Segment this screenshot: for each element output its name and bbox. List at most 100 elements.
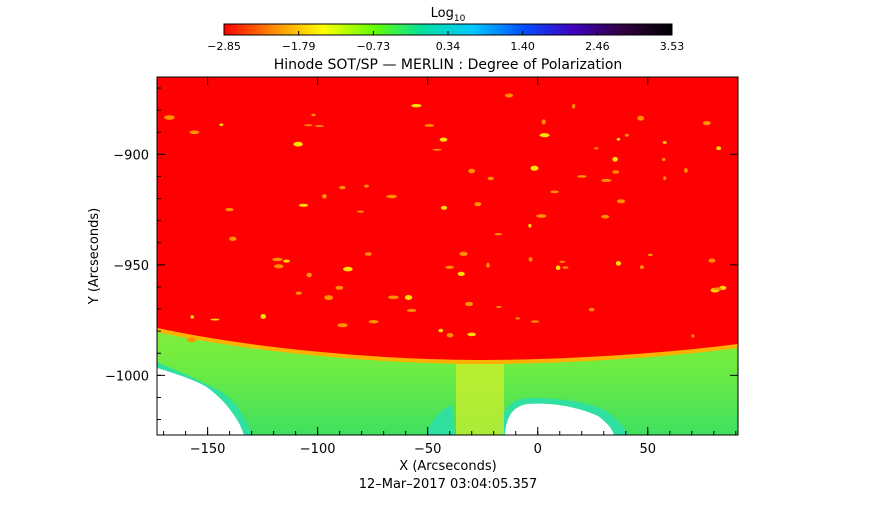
speckle: [404, 295, 413, 300]
speckle: [219, 123, 224, 126]
speckle: [441, 205, 447, 210]
speckle: [528, 257, 533, 262]
speckle: [559, 260, 566, 263]
speckle: [530, 165, 539, 171]
speckle: [229, 236, 237, 241]
speckle: [496, 306, 502, 308]
speckle: [210, 318, 220, 321]
speckle: [588, 307, 595, 312]
speckle: [273, 264, 284, 269]
speckle: [612, 156, 618, 162]
colorbar-tick-label: 1.40: [510, 40, 535, 53]
speckle: [555, 265, 561, 271]
x-axis-label: X (Arcseconds): [399, 459, 496, 474]
speckle: [189, 130, 200, 135]
speckle: [293, 141, 303, 147]
off-disk-band: [456, 362, 504, 435]
x-tick-label: −50: [414, 442, 441, 457]
speckle: [616, 199, 626, 204]
chart-title: Hinode SOT/SP — MERLIN : Degree of Polar…: [274, 57, 623, 73]
colorbar: Log10 −2.85 −1.79 −0.73 0.34 1.40 2.46 3.53: [207, 6, 684, 53]
timestamp: 12–Mar–2017 03:04:05.357: [359, 477, 538, 492]
plot-frame: [156, 76, 739, 436]
speckle: [494, 233, 503, 236]
speckle: [357, 210, 364, 213]
speckle: [713, 287, 723, 291]
speckle: [572, 104, 576, 109]
off-disk-fringe-mid-left: [425, 405, 455, 435]
speckle: [601, 214, 610, 219]
speckle: [272, 257, 283, 262]
speckle: [504, 93, 514, 98]
speckle: [324, 295, 333, 301]
speckle: [536, 214, 547, 218]
speckle: [624, 133, 630, 137]
speckle: [647, 253, 653, 257]
speckle: [612, 170, 620, 174]
speckle: [691, 334, 695, 338]
speckle: [186, 337, 197, 343]
x-tick-label: −150: [190, 442, 226, 457]
speckle: [541, 119, 546, 125]
speckle: [311, 113, 316, 117]
speckle: [164, 115, 175, 120]
speckle: [424, 124, 435, 127]
speckle: [388, 295, 399, 300]
speckle: [637, 115, 645, 121]
on-disk-speckles: [164, 93, 727, 343]
speckle: [304, 124, 313, 127]
speckle: [702, 121, 711, 126]
colorbar-label-sub: 10: [454, 14, 466, 24]
colorbar-tick-label: 3.53: [660, 40, 685, 53]
speckle: [615, 261, 622, 266]
speckle: [487, 176, 494, 181]
speckle: [386, 194, 397, 199]
y-tick-label: −900: [113, 148, 149, 163]
speckle: [190, 315, 194, 319]
speckle: [616, 137, 621, 141]
speckle: [515, 317, 520, 320]
speckle: [468, 168, 476, 174]
speckle: [640, 265, 644, 269]
speckle: [339, 185, 346, 190]
speckle: [601, 178, 612, 182]
speckle: [716, 146, 722, 151]
speckle: [708, 258, 716, 263]
speckle: [439, 137, 448, 142]
colorbar-tick-label: 0.34: [436, 40, 461, 53]
colorbar-label: Log10: [431, 6, 466, 24]
speckle: [486, 262, 490, 268]
speckle: [260, 314, 266, 319]
speckle: [530, 320, 540, 323]
speckle: [298, 203, 309, 207]
on-disk-region: [157, 77, 738, 362]
speckle: [467, 332, 477, 337]
speckle: [446, 333, 454, 338]
speckle: [438, 328, 444, 333]
off-disk-white-left: [157, 368, 244, 435]
colorbar-tick-label: −2.85: [207, 40, 241, 53]
speckle: [663, 176, 667, 181]
speckle: [539, 133, 550, 138]
speckle: [474, 202, 482, 207]
speckle: [577, 175, 587, 178]
speckle: [337, 323, 348, 328]
speckle: [457, 271, 465, 276]
y-axis: −900 −950 −1000: [105, 87, 738, 421]
speckle: [295, 291, 302, 295]
speckle: [662, 157, 666, 162]
limb-edge: [157, 328, 738, 365]
y-tick-label: −1000: [105, 369, 149, 384]
x-tick-label: 0: [534, 442, 542, 457]
speckle: [459, 251, 468, 256]
speckle: [225, 208, 234, 212]
speckle: [306, 272, 312, 278]
speckle: [335, 285, 344, 290]
speckle: [445, 265, 454, 269]
y-axis-label: Y (Arcseconds): [87, 208, 102, 305]
speckle: [283, 259, 290, 263]
colorbar-tick-label: −0.73: [356, 40, 390, 53]
colorbar-label-base: Log: [431, 6, 454, 21]
speckle: [550, 190, 559, 194]
